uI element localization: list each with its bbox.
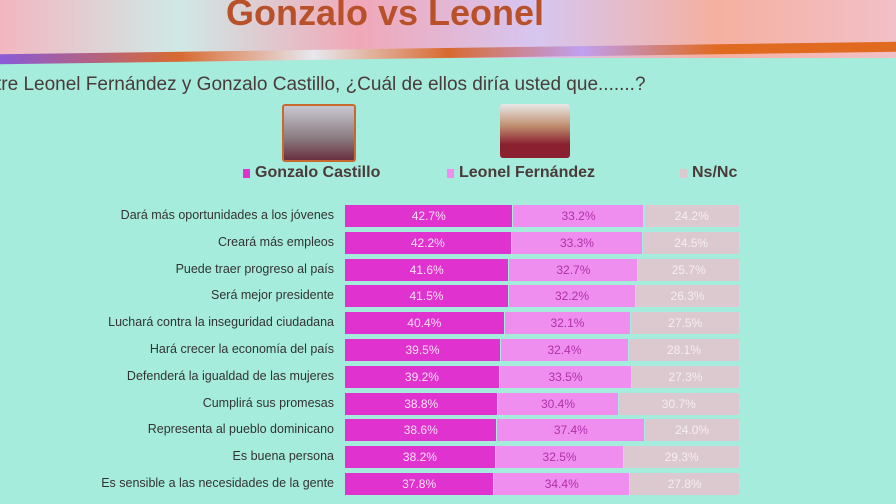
chart-row: Puede traer progreso al país 41.6% 32.7% 25… bbox=[0, 258, 896, 281]
category-label: Dará más oportunidades a los jóvenes bbox=[120, 208, 334, 222]
bar-segment: 27.3% bbox=[632, 365, 739, 388]
category-label: Es buena persona bbox=[232, 449, 334, 464]
category-label: Puede traer progreso al país bbox=[175, 261, 334, 276]
bar-segment: 26.3% bbox=[636, 285, 739, 308]
legend-label: Ns/Nc bbox=[692, 164, 738, 181]
legend-item-nsnc: Ns/Nc bbox=[680, 164, 737, 182]
bar-segment: 42.7% bbox=[345, 205, 513, 227]
bar-segment: 32.5% bbox=[495, 446, 624, 469]
chart-row: Será mejor presidente 41.5% 32.2% 26.3% bbox=[0, 285, 896, 308]
legend-item-gonzalo: Gonzalo Castillo bbox=[243, 164, 380, 182]
chart-row: Hará crecer la economía del país 39.5% 32.… bbox=[0, 339, 896, 361]
bar-segment: 41.6% bbox=[345, 258, 509, 281]
bar-segment: 29.3% bbox=[624, 446, 739, 469]
bar-segment: 33.3% bbox=[511, 231, 643, 254]
legend-swatch bbox=[243, 168, 250, 178]
bar-segment: 39.2% bbox=[345, 365, 499, 388]
category-label: Cumplirá sus promesas bbox=[202, 395, 334, 410]
chart-row: Representa al pueblo dominicano 38.6% 37.4… bbox=[0, 419, 896, 442]
chart-row: Luchará contra la inseguridad ciudadana 4… bbox=[0, 312, 896, 335]
category-label: Luchará contra la inseguridad ciudadana bbox=[108, 315, 334, 330]
chart-row: Es buena persona 38.2% 32.5% 29.3% bbox=[0, 446, 896, 469]
bar-segment: 32.4% bbox=[501, 339, 628, 361]
bar-segment: 38.2% bbox=[345, 446, 495, 469]
category-label: Defenderá la igualdad de las mujeres bbox=[126, 368, 334, 383]
bar-segment: 24.5% bbox=[643, 231, 739, 254]
bar-segment: 42.2% bbox=[345, 231, 511, 254]
bar-segment: 32.2% bbox=[508, 285, 636, 308]
bar-segment: 27.8% bbox=[630, 473, 739, 495]
slide-title: Gonzalo vs Leonel bbox=[225, 0, 545, 33]
bar-segment: 41.5% bbox=[345, 285, 508, 308]
bar-segment: 39.5% bbox=[345, 339, 501, 361]
chart-row: Cumplirá sus promesas 38.8% 30.4% 30.7% bbox=[0, 392, 896, 415]
bar-segment: 28.1% bbox=[629, 339, 739, 361]
chart-row: Dará más oportunidades a los jóvenes 42.7… bbox=[0, 205, 896, 227]
category-label: Será mejor presidente bbox=[211, 288, 334, 303]
category-label: Es sensible a las necesidades de la gent… bbox=[101, 476, 334, 490]
bar-segment: 27.5% bbox=[631, 312, 739, 335]
legend-label: Leonel Fernández bbox=[459, 164, 596, 181]
bar-segment: 32.1% bbox=[504, 312, 631, 335]
bar-segment: 37.8% bbox=[345, 473, 494, 495]
legend-swatch bbox=[680, 168, 687, 178]
bar-segment: 25.7% bbox=[638, 258, 739, 281]
bar-segment: 33.5% bbox=[499, 365, 632, 388]
legend-label: Gonzalo Castillo bbox=[255, 164, 381, 181]
gonzalo-castillo-photo bbox=[282, 104, 356, 162]
legend-item-leonel: Leonel Fernández bbox=[447, 164, 595, 182]
category-label: Creará más empleos bbox=[217, 234, 334, 249]
bar-segment: 38.8% bbox=[345, 392, 498, 415]
category-label: Representa al pueblo dominicano bbox=[147, 422, 334, 437]
bar-segment: 30.4% bbox=[498, 392, 618, 415]
survey-question: tre Leonel Fernández y Gonzalo Castillo,… bbox=[0, 74, 646, 95]
bar-segment: 37.4% bbox=[497, 419, 645, 442]
legend-swatch bbox=[447, 168, 454, 178]
bar-segment: 32.7% bbox=[509, 258, 638, 281]
bar-segment: 34.4% bbox=[494, 473, 630, 495]
chart-row: Es sensible a las necesidades de la gent… bbox=[0, 473, 896, 495]
bar-segment: 24.0% bbox=[645, 419, 739, 442]
bar-segment: 24.2% bbox=[644, 205, 739, 227]
bar-segment: 40.4% bbox=[345, 312, 504, 335]
category-label: Hará crecer la economía del país bbox=[149, 342, 334, 356]
chart-row: Creará más empleos 42.2% 33.3% 24.5% bbox=[0, 231, 896, 254]
leonel-fernandez-photo bbox=[500, 104, 570, 158]
bar-segment: 38.6% bbox=[345, 419, 497, 442]
bar-segment: 30.7% bbox=[618, 392, 739, 415]
bar-segment: 33.2% bbox=[513, 205, 644, 227]
chart-row: Defenderá la igualdad de las mujeres 39.2… bbox=[0, 365, 896, 388]
